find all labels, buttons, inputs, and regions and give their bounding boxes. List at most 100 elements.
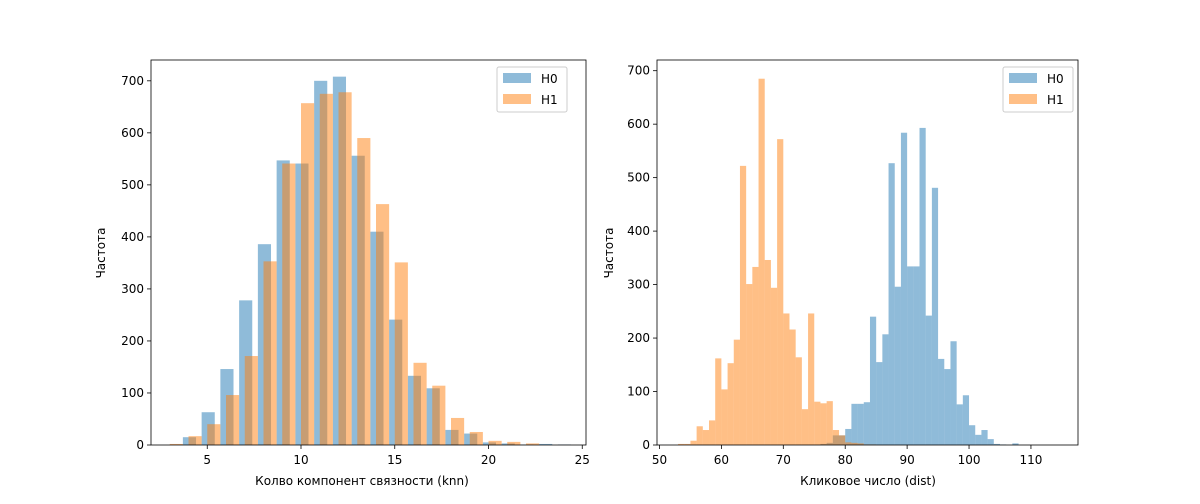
histogram-dist-x-tick-label-90: 90: [899, 453, 914, 467]
histogram-dist-bar-h1-22: [814, 402, 820, 445]
histogram-dist-bar-h0-20: [944, 369, 950, 445]
histogram-dist-x-tick-label-100: 100: [958, 453, 981, 467]
histogram-knn-x-tick-label-15: 15: [387, 453, 402, 467]
histogram-dist-legend-swatch-h1: [1009, 94, 1037, 104]
histogram-dist-bar-h1-2: [690, 441, 696, 445]
histogram-dist-bar-h0-25: [975, 435, 981, 445]
histogram-dist-y-tick-label-200: 200: [627, 331, 650, 345]
histogram-knn-bar-h1-10: [357, 138, 370, 445]
histogram-dist-bar-h1-9: [734, 340, 740, 445]
histogram-knn-legend-label-h0: H0: [541, 72, 558, 86]
histogram-dist-y-tick-label-600: 600: [627, 117, 650, 131]
histogram-dist-bar-h1-7: [721, 389, 727, 445]
histogram-dist-bar-h1-4: [703, 430, 709, 445]
histogram-knn-bar-h1-6: [282, 164, 295, 445]
histogram-knn-bar-h1-8: [320, 94, 333, 445]
histogram-dist-bar-h1-25: [833, 430, 839, 445]
histogram-dist-bar-h1-27: [845, 442, 851, 445]
histogram-knn-bar-h1-5: [264, 261, 277, 445]
histogram-dist-bar-h1-13: [759, 79, 765, 445]
histogram-dist-bar-h1-16: [777, 139, 783, 445]
histogram-dist-x-tick-label-110: 110: [1019, 453, 1042, 467]
histogram-dist-y-tick-label-300: 300: [627, 278, 650, 292]
histogram-knn-y-tick-label-100: 100: [121, 386, 144, 400]
histogram-dist-x-tick-label-80: 80: [838, 453, 853, 467]
histogram-dist-bar-h0-17: [926, 316, 932, 445]
histogram-dist-bar-h1-6: [715, 358, 721, 445]
histogram-dist-bar-h1-8: [728, 363, 734, 445]
histogram-dist-y-tick-label-400: 400: [627, 224, 650, 238]
histogram-knn-x-tick-label-25: 25: [575, 453, 590, 467]
histogram-knn-y-tick-label-700: 700: [121, 74, 144, 88]
histogram-knn-y-tick-label-500: 500: [121, 178, 144, 192]
histogram-knn-bar-h1-15: [451, 418, 464, 445]
histogram-dist-bar-h0-11: [889, 163, 895, 445]
histogram-knn-y-tick-label-300: 300: [121, 282, 144, 296]
histogram-knn-bar-h1-14: [432, 386, 445, 445]
histogram-knn-bar-h1-2: [207, 424, 220, 445]
histogram-knn-bar-h1-4: [245, 356, 258, 445]
histogram-knn-bar-h1-13: [414, 363, 427, 445]
histogram-dist-bar-h1-17: [783, 313, 789, 445]
histogram-knn-bar-h1-18: [507, 442, 520, 445]
histogram-dist-bar-h1-23: [820, 403, 826, 445]
histogram-dist-bar-h1-20: [802, 409, 808, 445]
histogram-dist-bar-h0-27: [988, 439, 994, 445]
histogram-dist-legend-swatch-h0: [1009, 73, 1037, 83]
histogram-dist-y-tick-label-100: 100: [627, 385, 650, 399]
histogram-dist-bar-h1-24: [827, 401, 833, 445]
histogram-dist-bar-h0-8: [870, 317, 876, 445]
histogram-knn-legend-swatch-h1: [503, 94, 531, 104]
histogram-knn-x-axis-label: Колво компонент связности (knn): [255, 474, 469, 488]
histogram-dist-bar-h1-26: [839, 435, 845, 445]
histogram-dist-bar-h0-10: [882, 334, 888, 445]
histogram-dist-bar-h0-24: [969, 425, 975, 445]
histogram-dist-bar-h1-12: [752, 267, 758, 445]
histogram-dist-x-axis-label: Кликовое число (dist): [800, 474, 936, 488]
histogram-knn-bar-h1-16: [470, 432, 483, 445]
histogram-knn-bar-h1-7: [301, 103, 314, 445]
histogram-dist-bar-h0-16: [920, 128, 926, 445]
histogram-dist-bar-h0-12: [895, 287, 901, 445]
histogram-dist-bar-h1-11: [746, 284, 752, 445]
histogram-dist-bar-h0-18: [932, 188, 938, 445]
histogram-dist-bar-h1-5: [709, 420, 715, 445]
histogram-dist-bar-h0-21: [950, 341, 956, 445]
histogram-knn-y-tick-label-600: 600: [121, 126, 144, 140]
histogram-knn-y-tick-label-200: 200: [121, 334, 144, 348]
histogram-dist-y-tick-label-700: 700: [627, 64, 650, 78]
histogram-dist-bar-h1-21: [808, 313, 814, 445]
histogram-dist-legend-label-h0: H0: [1047, 72, 1064, 86]
histogram-dist-bar-h0-26: [981, 430, 987, 445]
histogram-knn-x-tick-label-20: 20: [481, 453, 496, 467]
histogram-knn-bar-h1-9: [339, 92, 352, 445]
histogram-dist-y-axis-label: Частота: [602, 228, 616, 279]
histogram-dist-x-tick-label-50: 50: [652, 453, 667, 467]
histogram-knn-x-tick-label-5: 5: [203, 453, 211, 467]
histogram-dist-bar-h0-7: [864, 402, 870, 445]
histogram-dist-bar-h1-10: [740, 166, 746, 445]
histogram-dist-bar-h0-6: [858, 404, 864, 445]
histogram-dist-bar-h1-14: [765, 260, 771, 445]
histogram-knn-bar-h1-17: [489, 441, 502, 445]
histogram-knn-legend: H0 H1: [497, 67, 567, 112]
histogram-dist-bar-h0-5: [851, 404, 857, 445]
histogram-dist-x-tick-label-70: 70: [776, 453, 791, 467]
histogram-knn-legend-swatch-h0: [503, 73, 531, 83]
histogram-knn-bar-h1-3: [226, 395, 239, 445]
histogram-knn-y-tick-label-0: 0: [136, 438, 144, 452]
histogram-dist-bar-h1-3: [697, 426, 703, 445]
histogram-dist-x-tick-label-60: 60: [714, 453, 729, 467]
histogram-dist-bar-h1-18: [789, 330, 795, 446]
histogram-knn-legend-label-h1: H1: [541, 93, 558, 107]
histogram-dist-bar-h1-15: [771, 288, 777, 445]
histogram-dist-bar-h0-19: [938, 359, 944, 445]
histogram-knn-x-tick-label-10: 10: [293, 453, 308, 467]
histogram-knn-bar-h1-1: [189, 436, 202, 445]
histogram-dist-legend: H0 H1: [1003, 67, 1073, 112]
histogram-dist-bar-h0-15: [913, 266, 919, 445]
histogram-dist-y-tick-label-500: 500: [627, 171, 650, 185]
histogram-knn-bar-h1-11: [376, 204, 389, 445]
histogram-dist-bar-h1-19: [796, 357, 802, 445]
